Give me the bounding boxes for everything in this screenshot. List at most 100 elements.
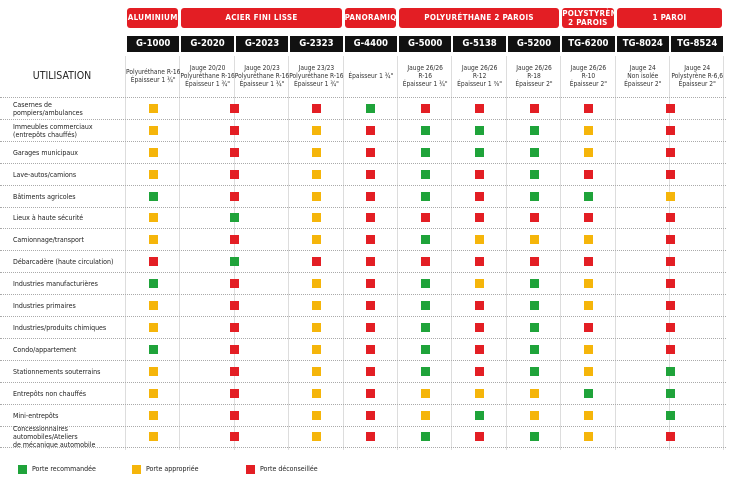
rating-square [366,191,376,201]
column-spec: Jauge 26/26 R-12 Épaisseur 1 ⅜" [457,64,503,88]
rating-square [529,301,539,311]
rating-square [148,103,158,113]
rating-square [420,103,430,113]
rating-square [366,388,376,398]
rating-square [475,125,485,135]
rating-square [475,257,485,267]
rating-square [665,432,675,442]
row-label: Camionnage/transport [0,229,124,251]
column-code: G-4400 [344,36,397,52]
rating-square [366,235,376,245]
row-label: Entrepôts non chauffés [0,383,124,405]
row-separator [0,381,726,383]
rating-square [665,103,675,113]
rating-square [420,322,430,332]
rating-square [311,410,321,420]
rating-square [366,432,376,442]
rating-square [665,169,675,179]
rating-square [148,322,158,332]
rating-square [148,366,158,376]
row-label-text: Stationnements souterrains [13,367,101,376]
rating-square [529,169,539,179]
rating-square [148,410,158,420]
rating-square [148,213,158,223]
rating-square [475,147,485,157]
legend-swatch [246,465,255,474]
rating-square [366,322,376,332]
rating-square [311,213,321,223]
rating-square [230,125,240,135]
rating-square [230,322,240,332]
rating-square [148,344,158,354]
rating-square [475,169,485,179]
rating-square [583,344,593,354]
rating-square [311,235,321,245]
row-label-text: Débarcadère (haute circulation) [13,258,114,267]
legend-label: Porte recommandée [32,465,96,473]
row-label: Concessionnaires automobiles/Ateliers de… [0,425,124,449]
column-spec: Polyuréthane R-16 Épaisseur 1 ¾" [126,68,181,84]
rating-square [583,147,593,157]
rating-square [420,257,430,267]
row-label-text: Industries/produits chimiques [13,323,107,332]
row-label-text: Immeubles commerciaux (entrepôts chauffé… [13,122,93,139]
legend-swatch [18,465,27,474]
rating-square [230,410,240,420]
row-label-text: Mini-entrepôts [13,411,59,420]
rating-square [230,213,240,223]
column-code: G-2023 [235,36,289,52]
rating-square [230,388,240,398]
row-label-text: Entrepôts non chauffés [13,389,86,398]
rating-square [475,388,485,398]
row-label: Industries/produits chimiques [0,317,124,339]
row-label: Casernes de pompiers/ambulances [0,98,124,120]
row-label-text: Industries primaires [13,302,76,311]
column-line [669,56,670,450]
rating-square [311,125,321,135]
row-label: Stationnements souterrains [0,361,124,383]
column-line [342,56,344,450]
rating-square [148,191,158,201]
row-separator [0,337,726,339]
row-separator [0,316,726,317]
row-separator [0,272,726,274]
rating-square [420,125,430,135]
rating-square [420,191,430,201]
column-line [560,56,562,450]
rating-square [529,213,539,223]
rating-square [311,147,321,157]
rating-square [311,103,321,113]
rating-square [366,410,376,420]
row-label: Mini-entrepôts [0,405,124,427]
row-separator [0,184,726,186]
row-label-text: Industries manufacturières [13,280,98,289]
group-header: PANORAMIQUE [344,8,408,28]
rating-square [529,235,539,245]
rating-square [583,191,593,201]
rating-square [311,279,321,289]
column-spec: Jauge 26/26 R-10 Épaisseur 2" [569,64,607,88]
rating-square [420,410,430,420]
rating-square [529,147,539,157]
rating-square [583,322,593,332]
rating-square [583,213,593,223]
rating-square [665,235,675,245]
rating-square [230,257,240,267]
row-separator [0,294,726,296]
column-code: TG-8024 [616,36,669,52]
row-label: Lave-autos/camions [0,164,124,186]
rating-square [583,388,593,398]
rating-square [366,125,376,135]
rating-square [475,410,485,420]
row-label-text: Bâtiments agricoles [13,192,76,201]
rating-square [475,103,485,113]
rating-square [665,301,675,311]
rating-square [311,191,321,201]
column-line [451,56,453,450]
rating-square [475,301,485,311]
rating-square [311,301,321,311]
rating-square [583,103,593,113]
rating-square [366,103,376,113]
group-header: 1 PAROI [616,8,723,28]
rating-square [529,103,539,113]
